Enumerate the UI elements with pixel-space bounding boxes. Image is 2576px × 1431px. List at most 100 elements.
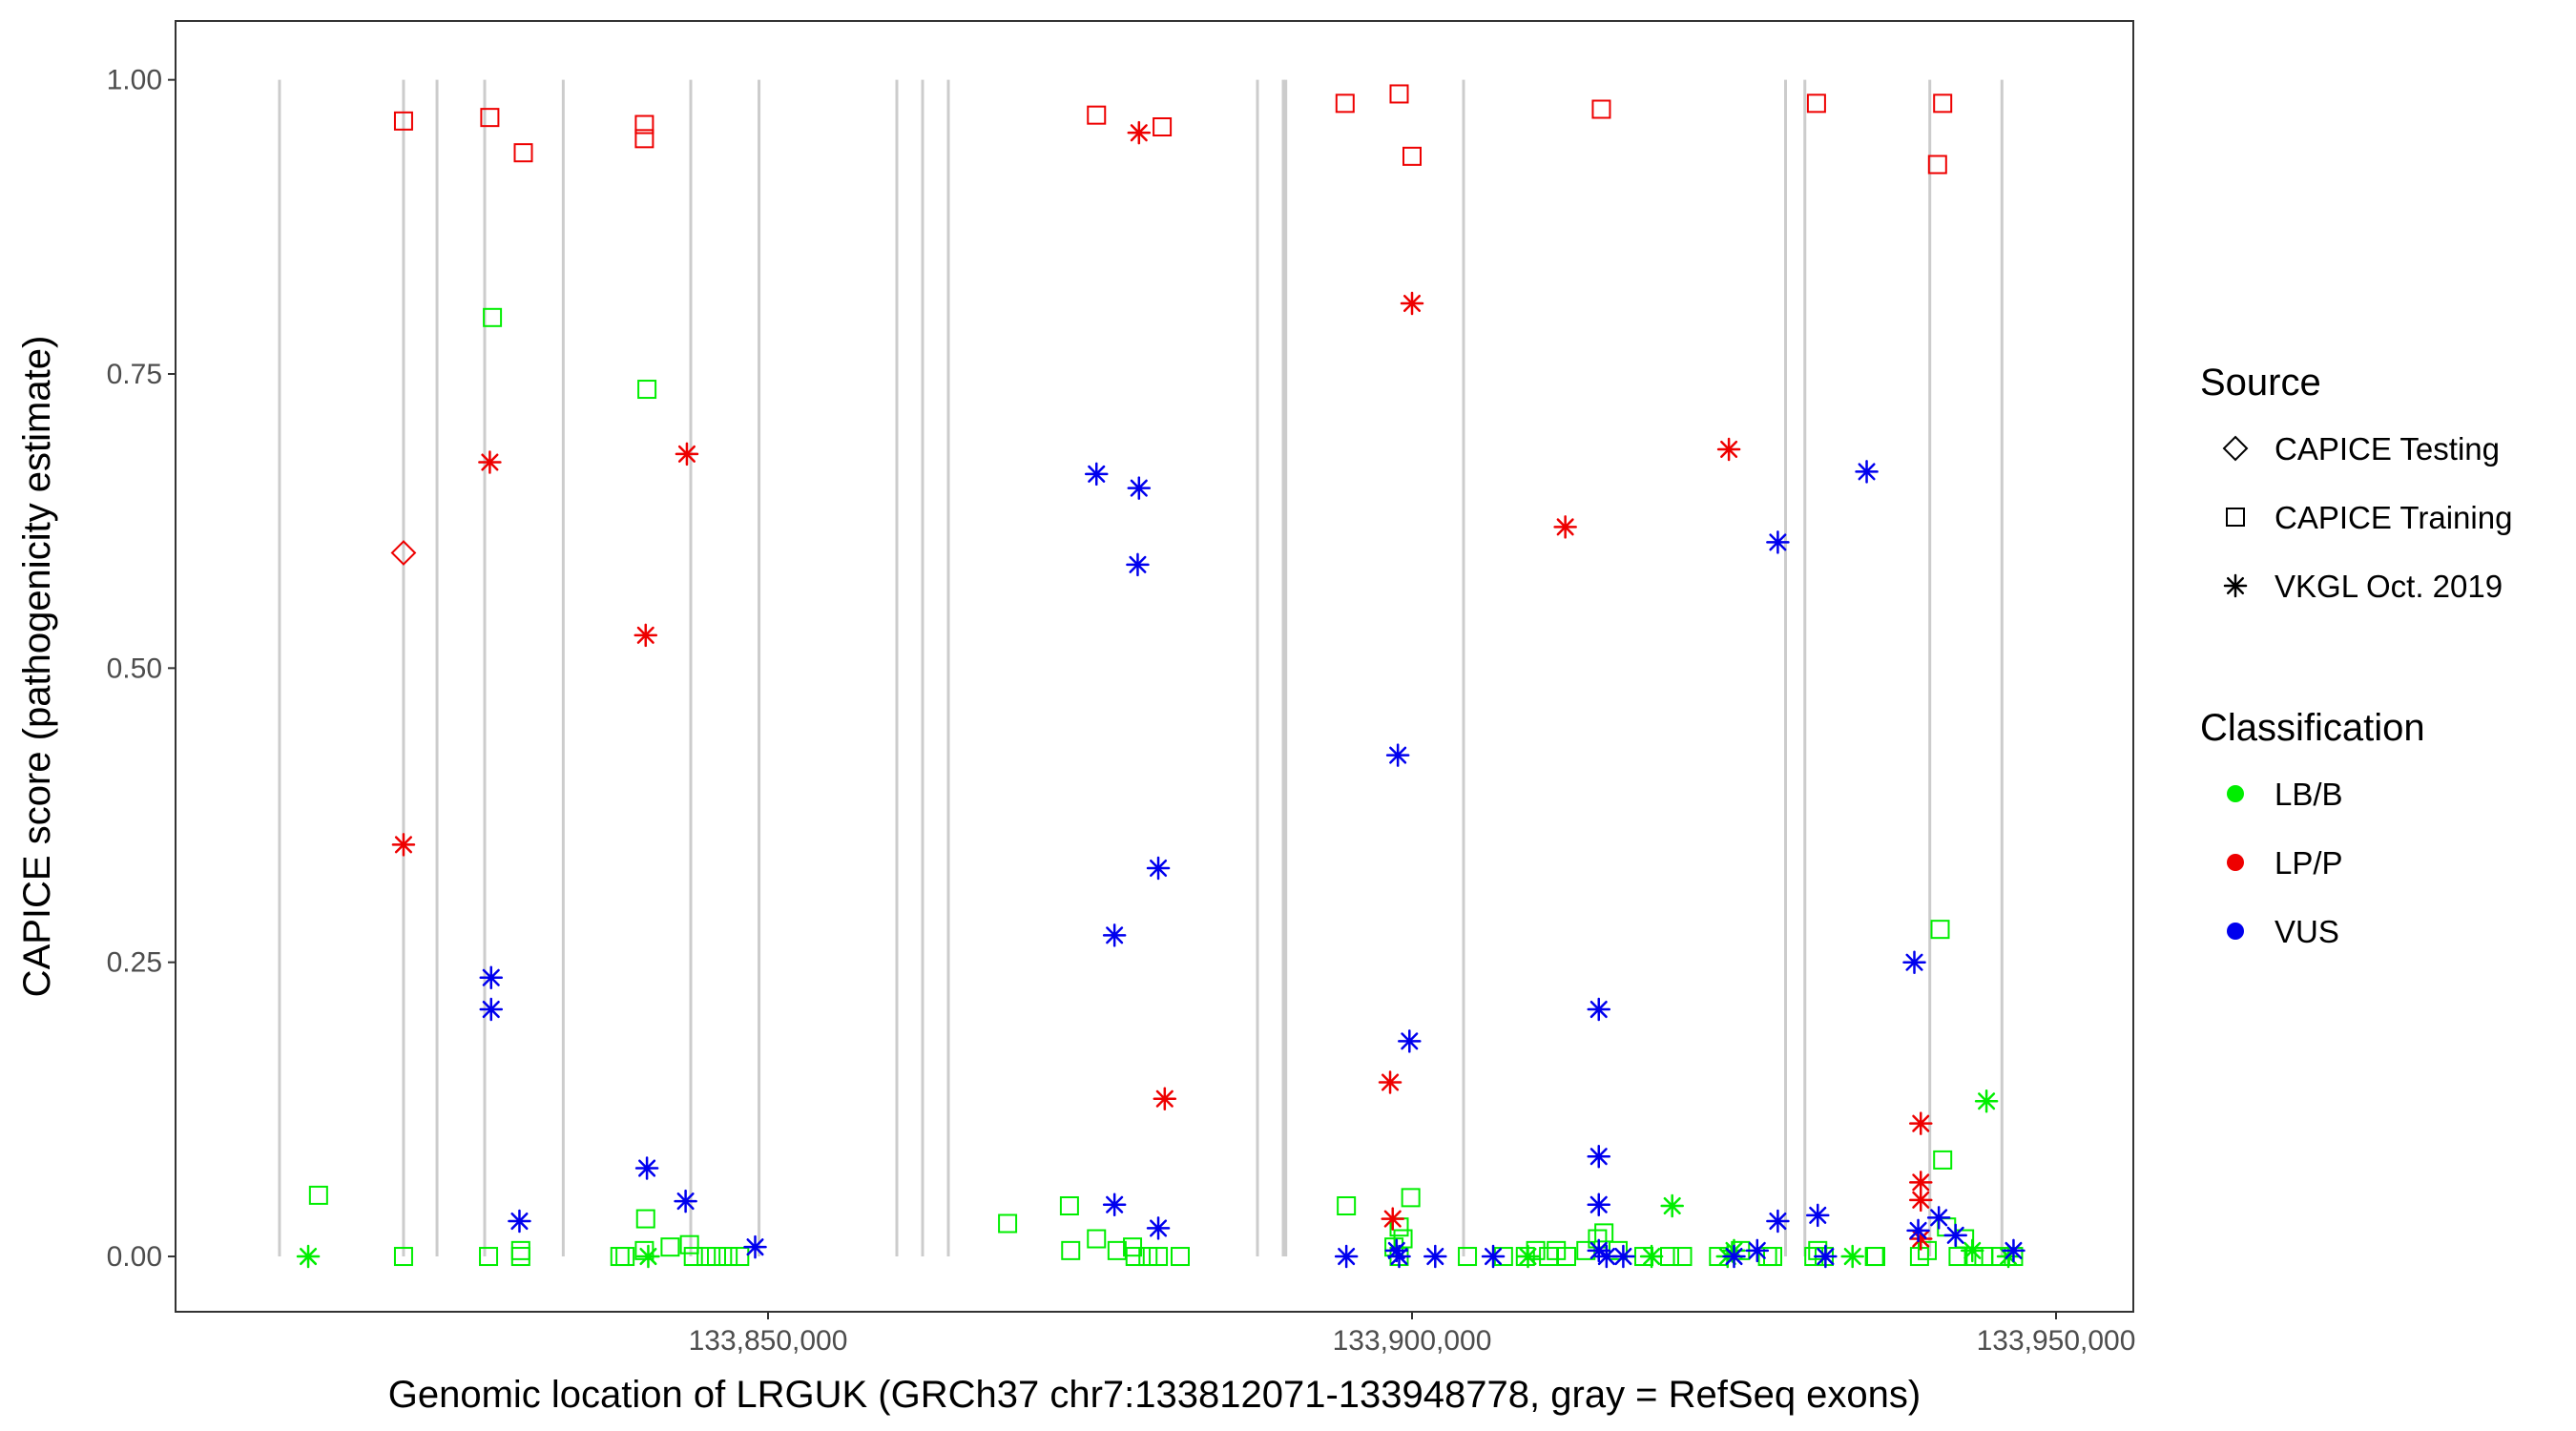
data-point <box>634 623 657 648</box>
data-point <box>1389 84 1409 104</box>
legend-classification-title: Classification <box>2200 707 2425 749</box>
data-point <box>1085 462 1109 487</box>
data-point <box>1146 1216 1171 1240</box>
data-point <box>1866 1247 1885 1267</box>
data-point <box>1400 291 1424 316</box>
data-point <box>683 1247 703 1267</box>
x-tick-label: 133,850,000 <box>689 1325 848 1357</box>
data-point <box>1378 1070 1402 1094</box>
data-point <box>1553 515 1577 539</box>
data-point <box>1926 1206 1951 1230</box>
data-point <box>1087 105 1107 125</box>
data-point <box>478 450 502 474</box>
data-point <box>391 833 416 857</box>
data-point <box>1061 1240 1081 1260</box>
data-point <box>1587 997 1610 1022</box>
data-point <box>1385 743 1410 767</box>
data-point <box>1591 99 1611 119</box>
data-point <box>1127 120 1152 145</box>
data-point <box>1138 1247 1158 1267</box>
data-point <box>393 1247 413 1267</box>
legend-classification-label: LB/B <box>2275 777 2343 812</box>
data-point <box>1930 920 1950 940</box>
data-point <box>1171 1247 1190 1267</box>
data-point <box>1806 1203 1830 1228</box>
data-point <box>1149 1247 1169 1267</box>
legend-key-square-icon <box>2226 508 2245 527</box>
data-point <box>1660 1247 1679 1267</box>
data-point <box>483 307 503 327</box>
data-point <box>2002 1238 2025 1263</box>
data-point <box>479 965 503 989</box>
data-point <box>1087 1229 1107 1249</box>
data-point <box>636 1244 660 1269</box>
y-tick-label: 0.25 <box>107 947 162 979</box>
legend-source-title: Source <box>2200 362 2321 404</box>
data-point <box>998 1213 1018 1234</box>
data-point <box>1594 1223 1614 1243</box>
data-point <box>679 1234 699 1255</box>
data-point <box>675 442 699 467</box>
data-point <box>1335 93 1355 114</box>
data-point <box>1381 1207 1404 1231</box>
data-point <box>1481 1244 1506 1269</box>
data-point <box>296 1244 321 1269</box>
data-point <box>1902 950 1926 974</box>
data-point <box>1611 1244 1635 1269</box>
y-tick-label: 1.00 <box>107 65 162 96</box>
data-point <box>1153 117 1173 137</box>
data-point <box>674 1189 697 1213</box>
data-point <box>1516 1244 1540 1269</box>
data-point <box>1102 1192 1127 1217</box>
x-tick-label: 133,950,000 <box>1977 1325 2136 1357</box>
y-tick-label: 0.50 <box>107 653 162 684</box>
data-point <box>1458 1247 1478 1267</box>
y-axis-title: CAPICE score (pathogenicity estimate) <box>16 336 58 998</box>
legend-key-dot-icon <box>2227 923 2244 940</box>
x-axis: 133,850,000 133,900,000 133,950,000 <box>689 1312 2136 1357</box>
data-point <box>635 1209 655 1229</box>
data-point <box>508 1209 531 1234</box>
data-point <box>1587 1192 1610 1217</box>
data-point <box>637 380 657 400</box>
data-point <box>1974 1089 1999 1113</box>
y-tick-label: 0.75 <box>107 359 162 390</box>
data-point <box>1933 1150 1953 1170</box>
y-axis: 0.00 0.25 0.50 0.75 1.00 <box>107 65 176 1273</box>
data-point <box>1855 460 1879 484</box>
legend-classification-items: LB/B LP/P VUS <box>2227 777 2343 949</box>
data-point <box>1766 530 1790 554</box>
data-point <box>1337 1195 1357 1215</box>
data-point <box>1933 93 1953 114</box>
data-point <box>1943 1223 1967 1248</box>
data-point <box>634 1156 659 1180</box>
data-point <box>1918 1240 1937 1260</box>
data-point <box>1927 155 1947 175</box>
exon-lines <box>278 79 2004 1257</box>
data-point <box>1672 1247 1693 1267</box>
x-axis-title: Genomic location of LRGUK (GRCh37 chr7:1… <box>388 1374 1922 1416</box>
data-point <box>1814 1244 1838 1269</box>
data-point <box>1806 93 1826 114</box>
data-point <box>480 108 500 128</box>
data-point <box>730 1247 750 1267</box>
data-point <box>1588 1229 1608 1249</box>
data-point <box>1146 856 1171 881</box>
data-point <box>1864 1247 1884 1267</box>
x-tick-label: 133,900,000 <box>1333 1325 1492 1357</box>
legend-classification-label: LP/P <box>2275 845 2343 881</box>
data-point <box>1402 146 1422 166</box>
data-point <box>743 1234 767 1259</box>
data-point <box>1766 1209 1790 1234</box>
data-point <box>696 1247 717 1267</box>
data-point <box>1557 1247 1576 1267</box>
y-tick-label: 0.00 <box>107 1241 162 1273</box>
data-point <box>479 997 503 1022</box>
legend-source-label: VKGL Oct. 2019 <box>2275 569 2503 604</box>
data-point <box>1840 1244 1864 1269</box>
data-point <box>1126 552 1150 577</box>
data-point <box>1398 1029 1422 1053</box>
data-point <box>1334 1244 1359 1269</box>
data-point <box>1547 1240 1567 1260</box>
